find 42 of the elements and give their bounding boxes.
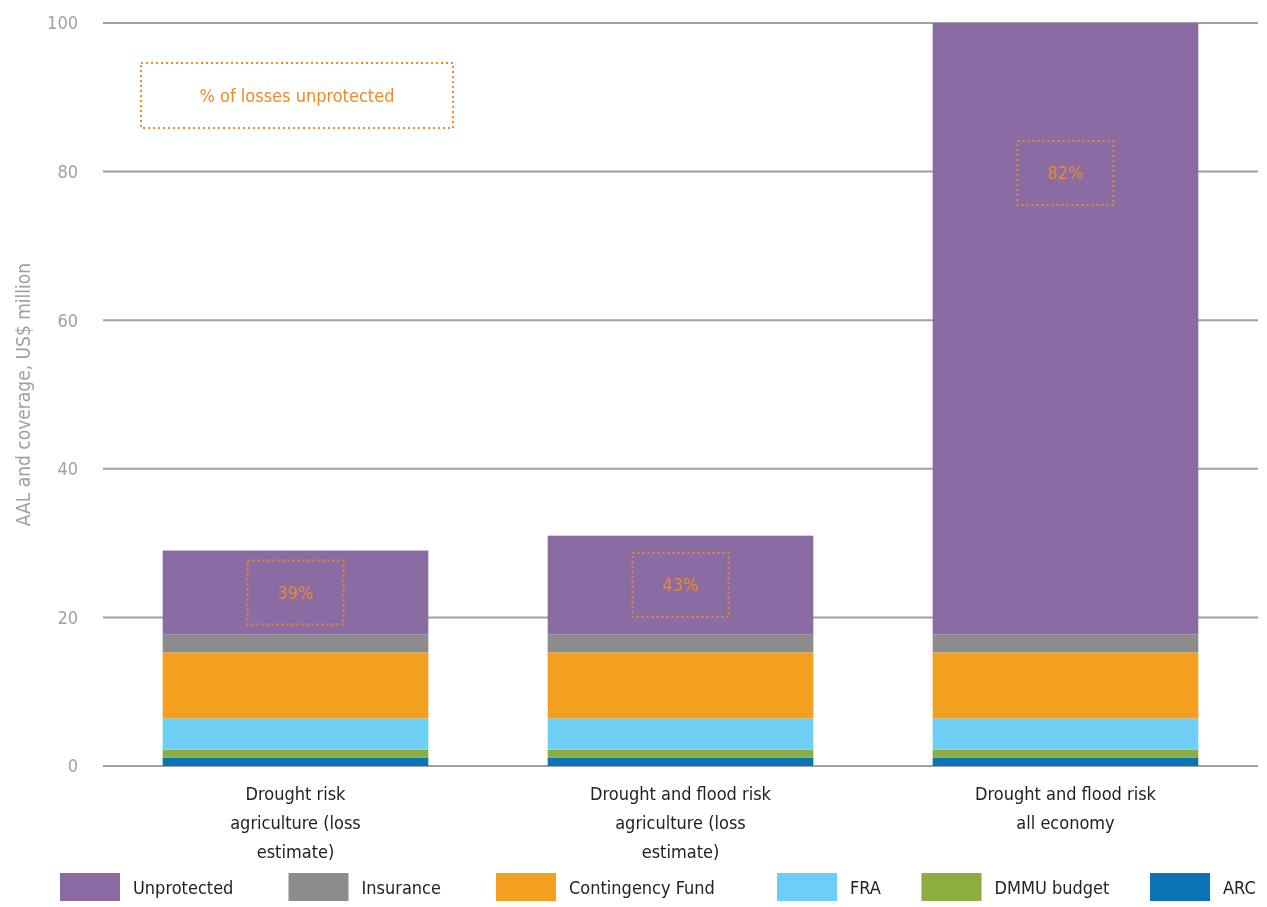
y-tick-label: 20 [57,606,78,628]
legend-label: DMMU budget [994,877,1110,899]
y-tick-label: 0 [67,755,78,777]
y-axis-title: AAL and coverage, US$ million [12,262,34,527]
note-frame: 39% [246,559,345,626]
bar [547,749,814,758]
annotation: % of losses unprotected [199,85,395,107]
annotation: 82% [1047,162,1084,184]
note-frame: 43% [631,552,730,619]
bar [932,23,1199,635]
annotation: 39% [277,581,314,603]
y-tick-label: 100 [47,12,78,34]
x-tick-label: Drought risk agriculture (loss estimate) [230,783,361,862]
bar [547,634,814,653]
bar [932,634,1199,653]
legend-label: FRA [850,877,881,899]
bar [932,757,1199,766]
y-tick-label: 60 [57,309,78,331]
bar [162,757,429,766]
legend-label: ARC [1223,877,1256,899]
x-tick-label: Drought and flood risk all economy [975,783,1157,833]
bar [162,652,429,719]
x-tick-label: Drought and flood risk agriculture (loss estimate) [590,783,772,862]
y-tick-label: 80 [57,160,78,182]
note-frame: % of losses unprotected [140,62,454,129]
legend-label: Insurance [361,877,441,899]
bar [162,749,429,758]
legend-label: Unprotected [133,877,234,899]
bar [932,652,1199,719]
bar [162,550,429,635]
bar [547,652,814,719]
bar [932,749,1199,758]
bar [162,718,429,750]
bar [547,535,814,635]
bar [547,757,814,766]
note-frame: 82% [1016,140,1115,206]
bar [932,718,1199,750]
y-tick-label: 40 [57,458,78,480]
legend-label: Contingency Fund [569,877,715,899]
bar [162,634,429,653]
bar [547,718,814,750]
annotation: 43% [662,574,699,596]
